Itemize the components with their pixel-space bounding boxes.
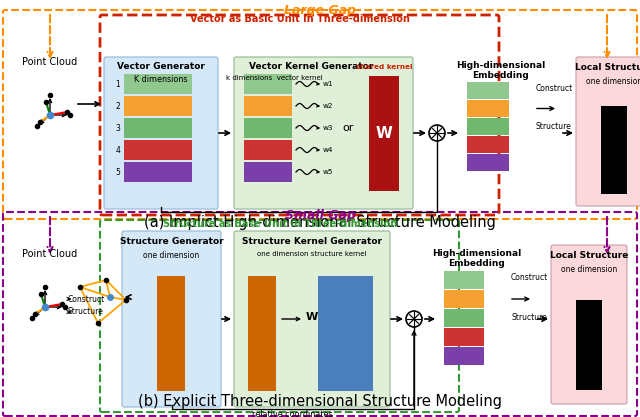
- Text: 1: 1: [115, 80, 120, 88]
- Bar: [124, 140, 192, 160]
- Text: Local Structure: Local Structure: [575, 63, 640, 72]
- Text: W: W: [376, 126, 392, 141]
- Bar: [124, 74, 192, 94]
- Text: Structure: Structure: [511, 314, 547, 322]
- Text: shared kernel: shared kernel: [356, 64, 412, 70]
- Text: (a) Implict High-dimensional Structure Modeling: (a) Implict High-dimensional Structure M…: [144, 215, 496, 230]
- Text: 5: 5: [115, 168, 120, 176]
- Bar: [444, 347, 484, 365]
- Text: one dimension: one dimension: [561, 265, 617, 274]
- FancyBboxPatch shape: [122, 231, 221, 407]
- Text: High-dimensional
Embedding: High-dimensional Embedding: [432, 249, 521, 269]
- Bar: [244, 140, 292, 160]
- Bar: [244, 74, 292, 94]
- Text: Construct: Construct: [536, 84, 573, 93]
- Bar: [467, 154, 509, 171]
- Bar: [576, 300, 602, 390]
- Bar: [157, 276, 185, 391]
- Text: (b) Explicit Three-dimensional Structure Modeling: (b) Explicit Three-dimensional Structure…: [138, 394, 502, 409]
- FancyBboxPatch shape: [234, 231, 390, 407]
- Bar: [244, 162, 292, 182]
- FancyBboxPatch shape: [576, 57, 640, 206]
- Text: Vector Generator: Vector Generator: [117, 62, 205, 71]
- Text: w4: w4: [323, 147, 333, 153]
- Bar: [124, 162, 192, 182]
- Text: 2: 2: [115, 101, 120, 111]
- Text: Construct: Construct: [68, 294, 105, 304]
- Bar: [369, 76, 399, 191]
- Bar: [444, 271, 484, 289]
- Text: High-dimensional
Embedding: High-dimensional Embedding: [456, 61, 545, 80]
- Text: Structure: Structure: [68, 307, 104, 317]
- FancyBboxPatch shape: [551, 245, 627, 404]
- Bar: [444, 290, 484, 308]
- Text: Local Structure: Local Structure: [550, 251, 628, 260]
- Bar: [124, 96, 192, 116]
- Bar: [248, 276, 276, 391]
- Text: or: or: [342, 123, 354, 133]
- Bar: [444, 309, 484, 327]
- Text: one dimension: one dimension: [143, 251, 200, 260]
- Text: Structure: Structure: [536, 122, 572, 131]
- Text: 3: 3: [115, 123, 120, 133]
- Text: relative coordinates: relative coordinates: [253, 410, 333, 417]
- Bar: [124, 118, 192, 138]
- Bar: [318, 276, 373, 391]
- Text: Vector Kernel Generator: Vector Kernel Generator: [249, 62, 373, 71]
- Text: one dimension: one dimension: [586, 77, 640, 86]
- Bar: [601, 106, 627, 194]
- Text: Structure Generator: Structure Generator: [120, 237, 223, 246]
- Bar: [244, 118, 292, 138]
- Text: Structure Kernel Generator: Structure Kernel Generator: [242, 237, 382, 246]
- Text: w2: w2: [323, 103, 333, 109]
- Text: k dimensions  vector kernel: k dimensions vector kernel: [226, 75, 323, 81]
- Bar: [467, 100, 509, 117]
- Text: Small Gap: Small Gap: [285, 209, 355, 222]
- Text: one dimension structure kernel: one dimension structure kernel: [257, 251, 367, 257]
- Bar: [244, 96, 292, 116]
- Bar: [467, 118, 509, 135]
- Text: Structure as Base Unit in Three-dimension: Structure as Base Unit in Three-dimensio…: [163, 219, 397, 229]
- Text: w5: w5: [323, 169, 333, 175]
- FancyBboxPatch shape: [104, 57, 218, 209]
- Text: W: W: [306, 312, 318, 322]
- Text: Point Cloud: Point Cloud: [22, 249, 77, 259]
- Bar: [444, 328, 484, 346]
- Text: w3: w3: [323, 125, 333, 131]
- Bar: [467, 82, 509, 99]
- Bar: [467, 136, 509, 153]
- Text: 4: 4: [115, 146, 120, 155]
- Text: w1: w1: [323, 81, 333, 87]
- Text: Large Gap: Large Gap: [284, 4, 356, 17]
- FancyBboxPatch shape: [234, 57, 413, 209]
- Text: K dimensions: K dimensions: [134, 75, 188, 84]
- Text: Vector as Basic Unit in Three-dimension: Vector as Basic Unit in Three-dimension: [190, 14, 410, 24]
- Text: Point Cloud: Point Cloud: [22, 57, 77, 67]
- Text: Construct: Construct: [511, 274, 548, 282]
